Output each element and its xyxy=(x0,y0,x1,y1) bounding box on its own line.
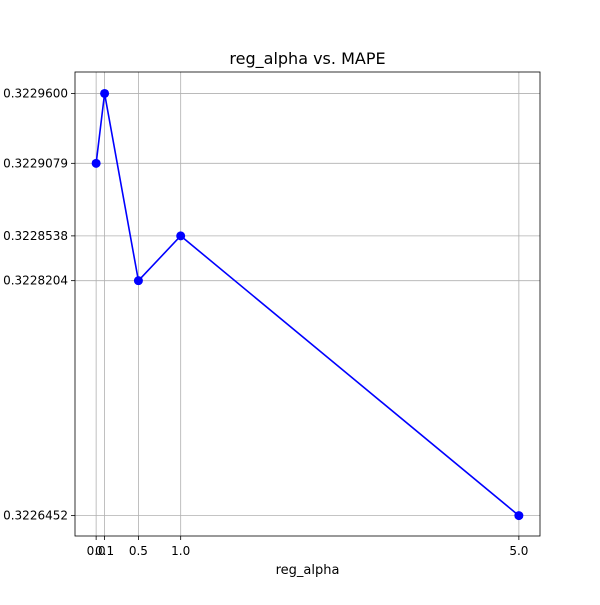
y-tick-label: 0.3229600 xyxy=(3,86,68,100)
ticks: 0.00.1 0.5 1.0 5.0 0.3229600 0.3229079 0.32285… xyxy=(3,86,528,558)
x-tick-label: 1.0 xyxy=(171,544,190,558)
x-tick-label: 0.5 xyxy=(129,544,148,558)
y-tick-label: 0.3228204 xyxy=(3,274,68,288)
data-point xyxy=(176,231,186,241)
series-line xyxy=(95,93,520,517)
data-point xyxy=(133,276,143,286)
grid xyxy=(75,72,540,536)
y-tick-label: 0.3229079 xyxy=(3,156,68,170)
data-point xyxy=(100,88,110,98)
axes-frame xyxy=(74,71,541,537)
data-point xyxy=(91,158,101,168)
series xyxy=(91,88,524,521)
x-tick-label: 0.0 xyxy=(87,544,106,558)
y-tick-label: 0.3226452 xyxy=(3,509,68,523)
x-tick-label: 0.1 xyxy=(95,544,114,558)
data-point xyxy=(514,511,524,521)
chart-title: reg_alpha vs. MAPE xyxy=(229,49,385,69)
y-tick-label: 0.3228538 xyxy=(3,229,68,243)
x-tick-label: 5.0 xyxy=(509,544,528,558)
x-axis-label: reg_alpha xyxy=(276,563,340,578)
